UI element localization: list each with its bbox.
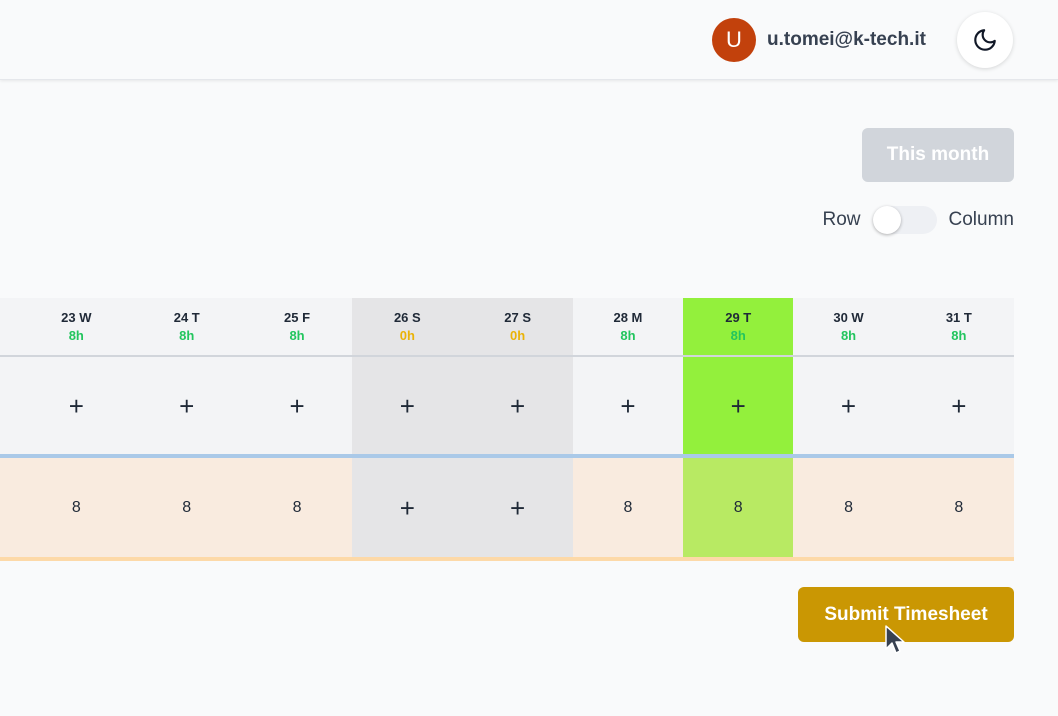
hours-value: 8 bbox=[71, 498, 81, 516]
day-header: 28 M 8h bbox=[572, 298, 684, 357]
day-label: 31 T bbox=[945, 310, 972, 325]
hours-cell[interactable]: 8 bbox=[903, 458, 1014, 561]
day-header: 24 T 8h bbox=[131, 298, 242, 357]
hours-cell[interactable]: 8 bbox=[793, 458, 904, 561]
day-header: 25 F 8h bbox=[241, 298, 353, 357]
day-hours: 8h bbox=[730, 328, 746, 343]
view-toggle: Row Column bbox=[822, 205, 1014, 235]
plus-icon[interactable]: + bbox=[840, 390, 857, 421]
add-entry-cell[interactable]: + bbox=[572, 357, 684, 458]
timesheet-row-empty: + + + + + + + + + bbox=[0, 357, 1014, 458]
add-entry-cell[interactable]: + bbox=[462, 458, 573, 561]
day-header: 31 T 8h bbox=[903, 298, 1014, 357]
day-header: 27 S 0h bbox=[462, 298, 573, 357]
submit-timesheet-button[interactable]: Submit Timesheet bbox=[798, 587, 1014, 642]
plus-icon[interactable]: + bbox=[620, 390, 636, 421]
day-label: 24 T bbox=[173, 310, 200, 325]
add-entry-cell[interactable]: + bbox=[131, 357, 242, 458]
day-label: 25 F bbox=[284, 310, 311, 325]
moon-icon bbox=[974, 29, 996, 51]
day-hours: 8h bbox=[620, 328, 636, 343]
plus-icon[interactable]: + bbox=[179, 390, 195, 421]
plus-icon[interactable]: + bbox=[951, 390, 967, 421]
add-entry-cell[interactable]: + bbox=[0, 357, 132, 458]
hours-cell[interactable]: 8 bbox=[572, 458, 684, 561]
day-header: 26 S 0h bbox=[352, 298, 463, 357]
plus-icon[interactable]: + bbox=[510, 492, 526, 523]
plus-icon[interactable]: + bbox=[399, 492, 415, 523]
timesheet-row-hours: 8 8 8 + +8 8 8 8 bbox=[0, 458, 1014, 561]
add-entry-cell[interactable]: + bbox=[352, 458, 463, 561]
hours-value: 8 bbox=[623, 498, 633, 516]
add-entry-cell[interactable]: + bbox=[793, 357, 904, 458]
day-hours: 0h bbox=[510, 328, 526, 343]
day-header: 23 W 8h bbox=[0, 298, 132, 357]
timesheet-grid: 23 W 8h 24 T 8h 25 F 8h 26 S 0h 27 S 0h 28 M 8h 29 T… bbox=[0, 298, 1014, 561]
row-column-switch[interactable] bbox=[872, 206, 937, 234]
avatar[interactable]: U bbox=[712, 18, 756, 62]
mouse-cursor-icon bbox=[885, 625, 905, 654]
day-label: 29 T bbox=[725, 310, 752, 325]
day-label: 23 W bbox=[61, 310, 92, 325]
day-label: 30 W bbox=[833, 310, 864, 325]
plus-icon[interactable]: + bbox=[399, 390, 415, 421]
add-entry-cell[interactable]: + bbox=[352, 357, 463, 458]
add-entry-cell[interactable]: + bbox=[903, 357, 1014, 458]
day-hours: 8h bbox=[951, 328, 967, 343]
day-header: 30 W 8h bbox=[793, 298, 904, 357]
add-entry-cell[interactable]: + bbox=[241, 357, 353, 458]
hours-value: 8 bbox=[733, 498, 743, 516]
plus-icon[interactable]: + bbox=[730, 390, 746, 421]
day-label: 27 S bbox=[504, 310, 531, 325]
hours-value: 8 bbox=[844, 498, 853, 516]
hours-cell[interactable]: 8 bbox=[683, 458, 794, 561]
user-email: u.tomei@k-tech.it bbox=[767, 29, 926, 50]
hours-cell[interactable]: 8 bbox=[0, 458, 132, 561]
switch-knob[interactable] bbox=[872, 206, 901, 234]
this-month-button[interactable]: This month bbox=[862, 128, 1014, 182]
day-hours: 0h bbox=[399, 328, 415, 343]
hours-value: 8 bbox=[292, 498, 302, 516]
day-header: 29 T 8h bbox=[683, 298, 794, 357]
add-entry-cell[interactable]: + bbox=[462, 357, 573, 458]
plus-icon[interactable]: + bbox=[510, 390, 526, 421]
add-entry-cell[interactable]: + bbox=[683, 357, 794, 458]
hours-value: 8 bbox=[954, 498, 964, 516]
plus-icon[interactable]: + bbox=[68, 390, 84, 421]
toggle-label-column: Column bbox=[948, 209, 1014, 230]
day-hours: 8h bbox=[289, 328, 305, 343]
toggle-label-row: Row bbox=[822, 209, 861, 230]
day-header-row: 23 W 8h 24 T 8h 25 F 8h 26 S 0h 27 S 0h 28 M 8h 29 T… bbox=[0, 298, 1014, 357]
plus-icon[interactable]: + bbox=[289, 390, 305, 421]
hours-value: 8 bbox=[182, 498, 192, 516]
day-label: 28 M bbox=[613, 310, 643, 325]
theme-toggle-button[interactable] bbox=[957, 12, 1013, 68]
day-hours: 8h bbox=[68, 328, 84, 343]
hours-cell[interactable]: 8 bbox=[131, 458, 242, 561]
day-label: 26 S bbox=[393, 310, 421, 325]
day-hours: 8h bbox=[179, 328, 195, 343]
day-hours: 8h bbox=[840, 328, 857, 343]
hours-cell[interactable]: 8 bbox=[241, 458, 353, 561]
top-bar: U u.tomei@k-tech.it bbox=[0, 0, 1058, 80]
